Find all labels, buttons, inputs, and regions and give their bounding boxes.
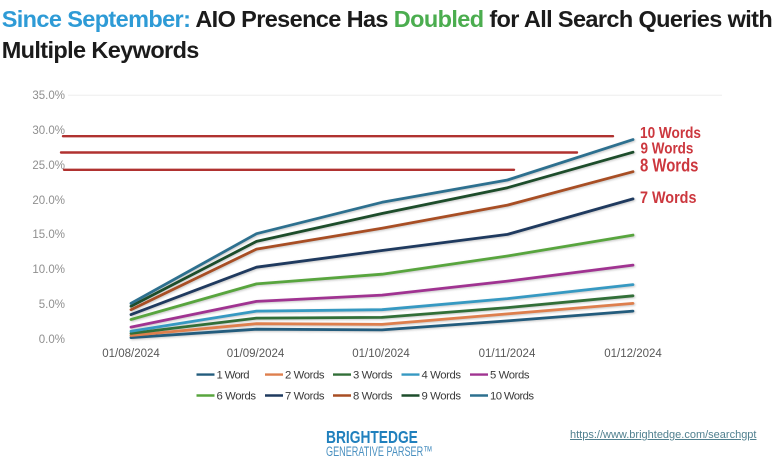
svg-text:35.0%: 35.0% (32, 90, 65, 102)
svg-text:1 Word: 1 Word (217, 370, 250, 382)
svg-text:7 Words: 7 Words (285, 391, 325, 403)
svg-text:10.0%: 10.0% (32, 264, 65, 276)
svg-text:6 Words: 6 Words (217, 391, 257, 403)
svg-text:01/08/2024: 01/08/2024 (102, 348, 160, 360)
svg-text:15.0%: 15.0% (32, 229, 65, 241)
svg-text:2 Words: 2 Words (285, 370, 325, 382)
svg-text:10 Words: 10 Words (640, 125, 701, 142)
svg-text:01/09/2024: 01/09/2024 (227, 348, 285, 360)
svg-text:8 Words: 8 Words (353, 391, 393, 403)
svg-text:01/11/2024: 01/11/2024 (479, 348, 536, 360)
svg-text:8 Words: 8 Words (640, 155, 698, 176)
svg-text:10 Words: 10 Words (490, 391, 534, 403)
svg-text:5.0%: 5.0% (39, 299, 65, 311)
svg-text:20.0%: 20.0% (32, 195, 65, 207)
svg-text:30.0%: 30.0% (32, 125, 65, 137)
svg-text:3 Words: 3 Words (353, 370, 393, 382)
svg-text:0.0%: 0.0% (39, 334, 65, 346)
svg-text:4 Words: 4 Words (422, 370, 462, 382)
svg-text:5 Words: 5 Words (490, 370, 530, 382)
svg-text:01/12/2024: 01/12/2024 (604, 348, 662, 360)
svg-text:9 Words: 9 Words (641, 141, 694, 158)
svg-text:01/10/2024: 01/10/2024 (352, 348, 410, 360)
svg-text:7 Words: 7 Words (640, 189, 697, 207)
svg-text:9 Words: 9 Words (422, 391, 462, 403)
svg-text:25.0%: 25.0% (32, 160, 65, 172)
